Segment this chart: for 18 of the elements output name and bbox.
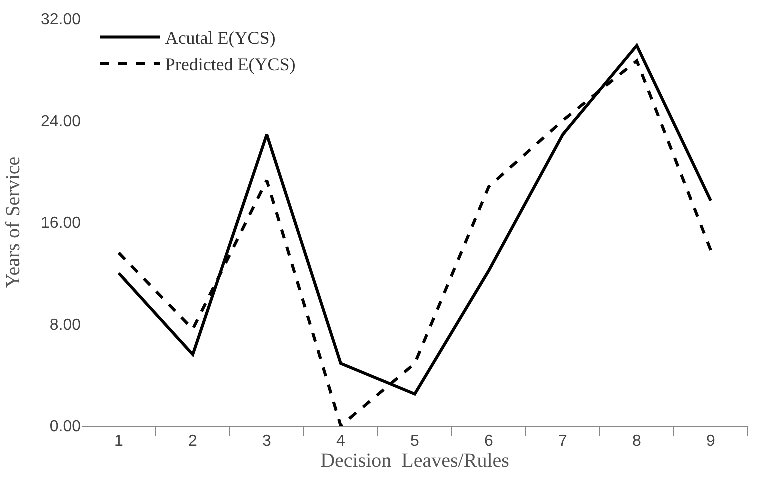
legend-label: Predicted E(YCS) [165,54,296,75]
x-tick-label: 5 [410,433,420,450]
x-tick-label: 9 [706,433,716,450]
x-tick-label: 4 [336,433,346,450]
x-tick-label: 7 [558,433,568,450]
x-tick-label: 2 [188,433,198,450]
y-axis-title: Years of Service [2,156,24,288]
x-tick-label: 1 [114,433,124,450]
y-tick-label: 32.00 [40,12,82,29]
x-tick-label: 3 [262,433,272,450]
y-tick-label: 0.00 [50,418,82,436]
y-tick-label: 24.00 [40,113,82,130]
x-tick-label: 6 [484,433,494,450]
legend-label: Acutal E(YCS) [165,28,276,48]
x-tick-label: 8 [632,433,642,450]
x-axis-title: Decision Leaves/Rules [320,450,510,472]
y-tick-label: 8.00 [50,316,82,334]
y-tick-label: 16.00 [40,215,82,232]
